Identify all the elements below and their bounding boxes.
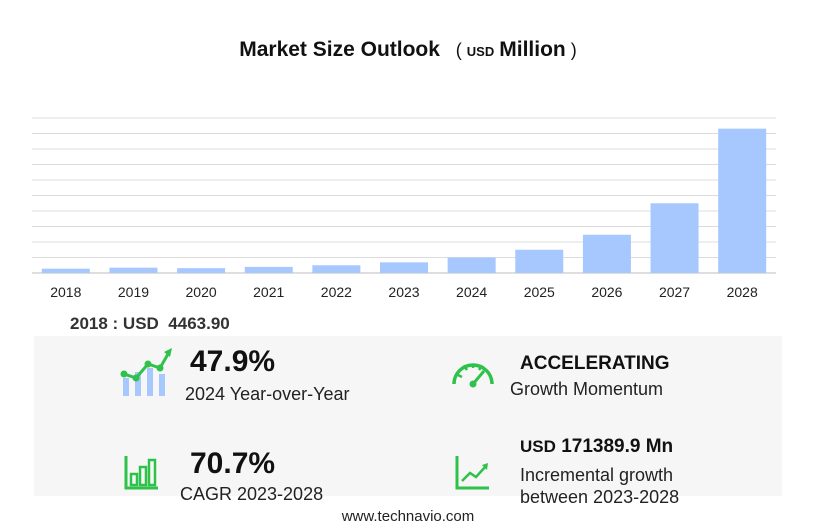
growth-chart-icon bbox=[120, 348, 172, 396]
base-year-label: 2018 : USD bbox=[70, 314, 159, 333]
x-tick-label-2018: 2018 bbox=[50, 284, 81, 300]
bar-2023 bbox=[380, 262, 428, 273]
incremental-value: USD 171389.9 Mn bbox=[520, 436, 673, 458]
x-axis-labels: 2018 2019 2020 2021 2022 2023 2024 2025 2026 2027… bbox=[50, 284, 758, 300]
bar-2027 bbox=[650, 203, 699, 273]
bar-2028 bbox=[718, 128, 767, 273]
title-paren-close: ) bbox=[570, 40, 577, 60]
base-year-number: 4463.90 bbox=[168, 314, 230, 333]
incremental-prefix: USD bbox=[520, 437, 556, 456]
bar-2022 bbox=[312, 265, 361, 273]
chart-title: Market Size Outlook ( USD Million ) bbox=[0, 38, 816, 62]
bar-chart: 2018 2019 2020 2021 2022 2023 2024 2025 2026 2027… bbox=[32, 117, 776, 300]
base-year-value: 2018 : USD 4463.90 bbox=[70, 314, 230, 334]
chart-grid bbox=[32, 117, 776, 274]
x-tick-label-2020: 2020 bbox=[186, 284, 217, 300]
x-tick-label-2023: 2023 bbox=[388, 284, 419, 300]
chart-bars bbox=[41, 128, 767, 273]
x-tick-label-2021: 2021 bbox=[253, 284, 284, 300]
incremental-label-2: between 2023-2028 bbox=[520, 487, 680, 507]
title-unit-big: Million bbox=[499, 38, 566, 61]
bar-2018 bbox=[41, 268, 90, 273]
bar-2026 bbox=[582, 234, 631, 273]
x-tick-label-2024: 2024 bbox=[456, 284, 487, 300]
incremental-number: 171389.9 Mn bbox=[561, 436, 674, 457]
x-tick-label-2028: 2028 bbox=[727, 284, 758, 300]
x-tick-label-2027: 2027 bbox=[659, 284, 690, 300]
bar-2021 bbox=[244, 266, 293, 273]
bar-2019 bbox=[109, 267, 158, 273]
momentum-label: Growth Momentum bbox=[510, 379, 664, 399]
x-tick-label-2022: 2022 bbox=[321, 284, 352, 300]
yoy-label: 2024 Year-over-Year bbox=[185, 384, 350, 404]
bar-2024 bbox=[447, 257, 496, 273]
incremental-label-1: Incremental growth bbox=[520, 465, 674, 485]
x-tick-label-2019: 2019 bbox=[118, 284, 149, 300]
footer-url: www.technavio.com bbox=[341, 508, 475, 525]
yoy-value: 47.9% bbox=[190, 345, 276, 378]
trend-line-icon bbox=[455, 456, 489, 490]
title-unit-small: USD bbox=[466, 44, 495, 59]
title-paren-open: ( bbox=[455, 40, 462, 60]
momentum-value: ACCELERATING bbox=[520, 353, 670, 374]
cagr-value: 70.7% bbox=[190, 447, 276, 480]
title-main: Market Size Outlook bbox=[239, 38, 440, 61]
bar-chart-icon bbox=[124, 456, 158, 490]
x-tick-label-2025: 2025 bbox=[524, 284, 555, 300]
cagr-label: CAGR 2023-2028 bbox=[180, 484, 324, 504]
x-tick-label-2026: 2026 bbox=[591, 284, 622, 300]
bar-2020 bbox=[177, 268, 226, 273]
speedometer-icon bbox=[452, 363, 494, 388]
bar-2025 bbox=[515, 249, 564, 273]
title-unit: ( USD Million ) bbox=[455, 38, 577, 61]
stats-panel bbox=[34, 336, 782, 496]
